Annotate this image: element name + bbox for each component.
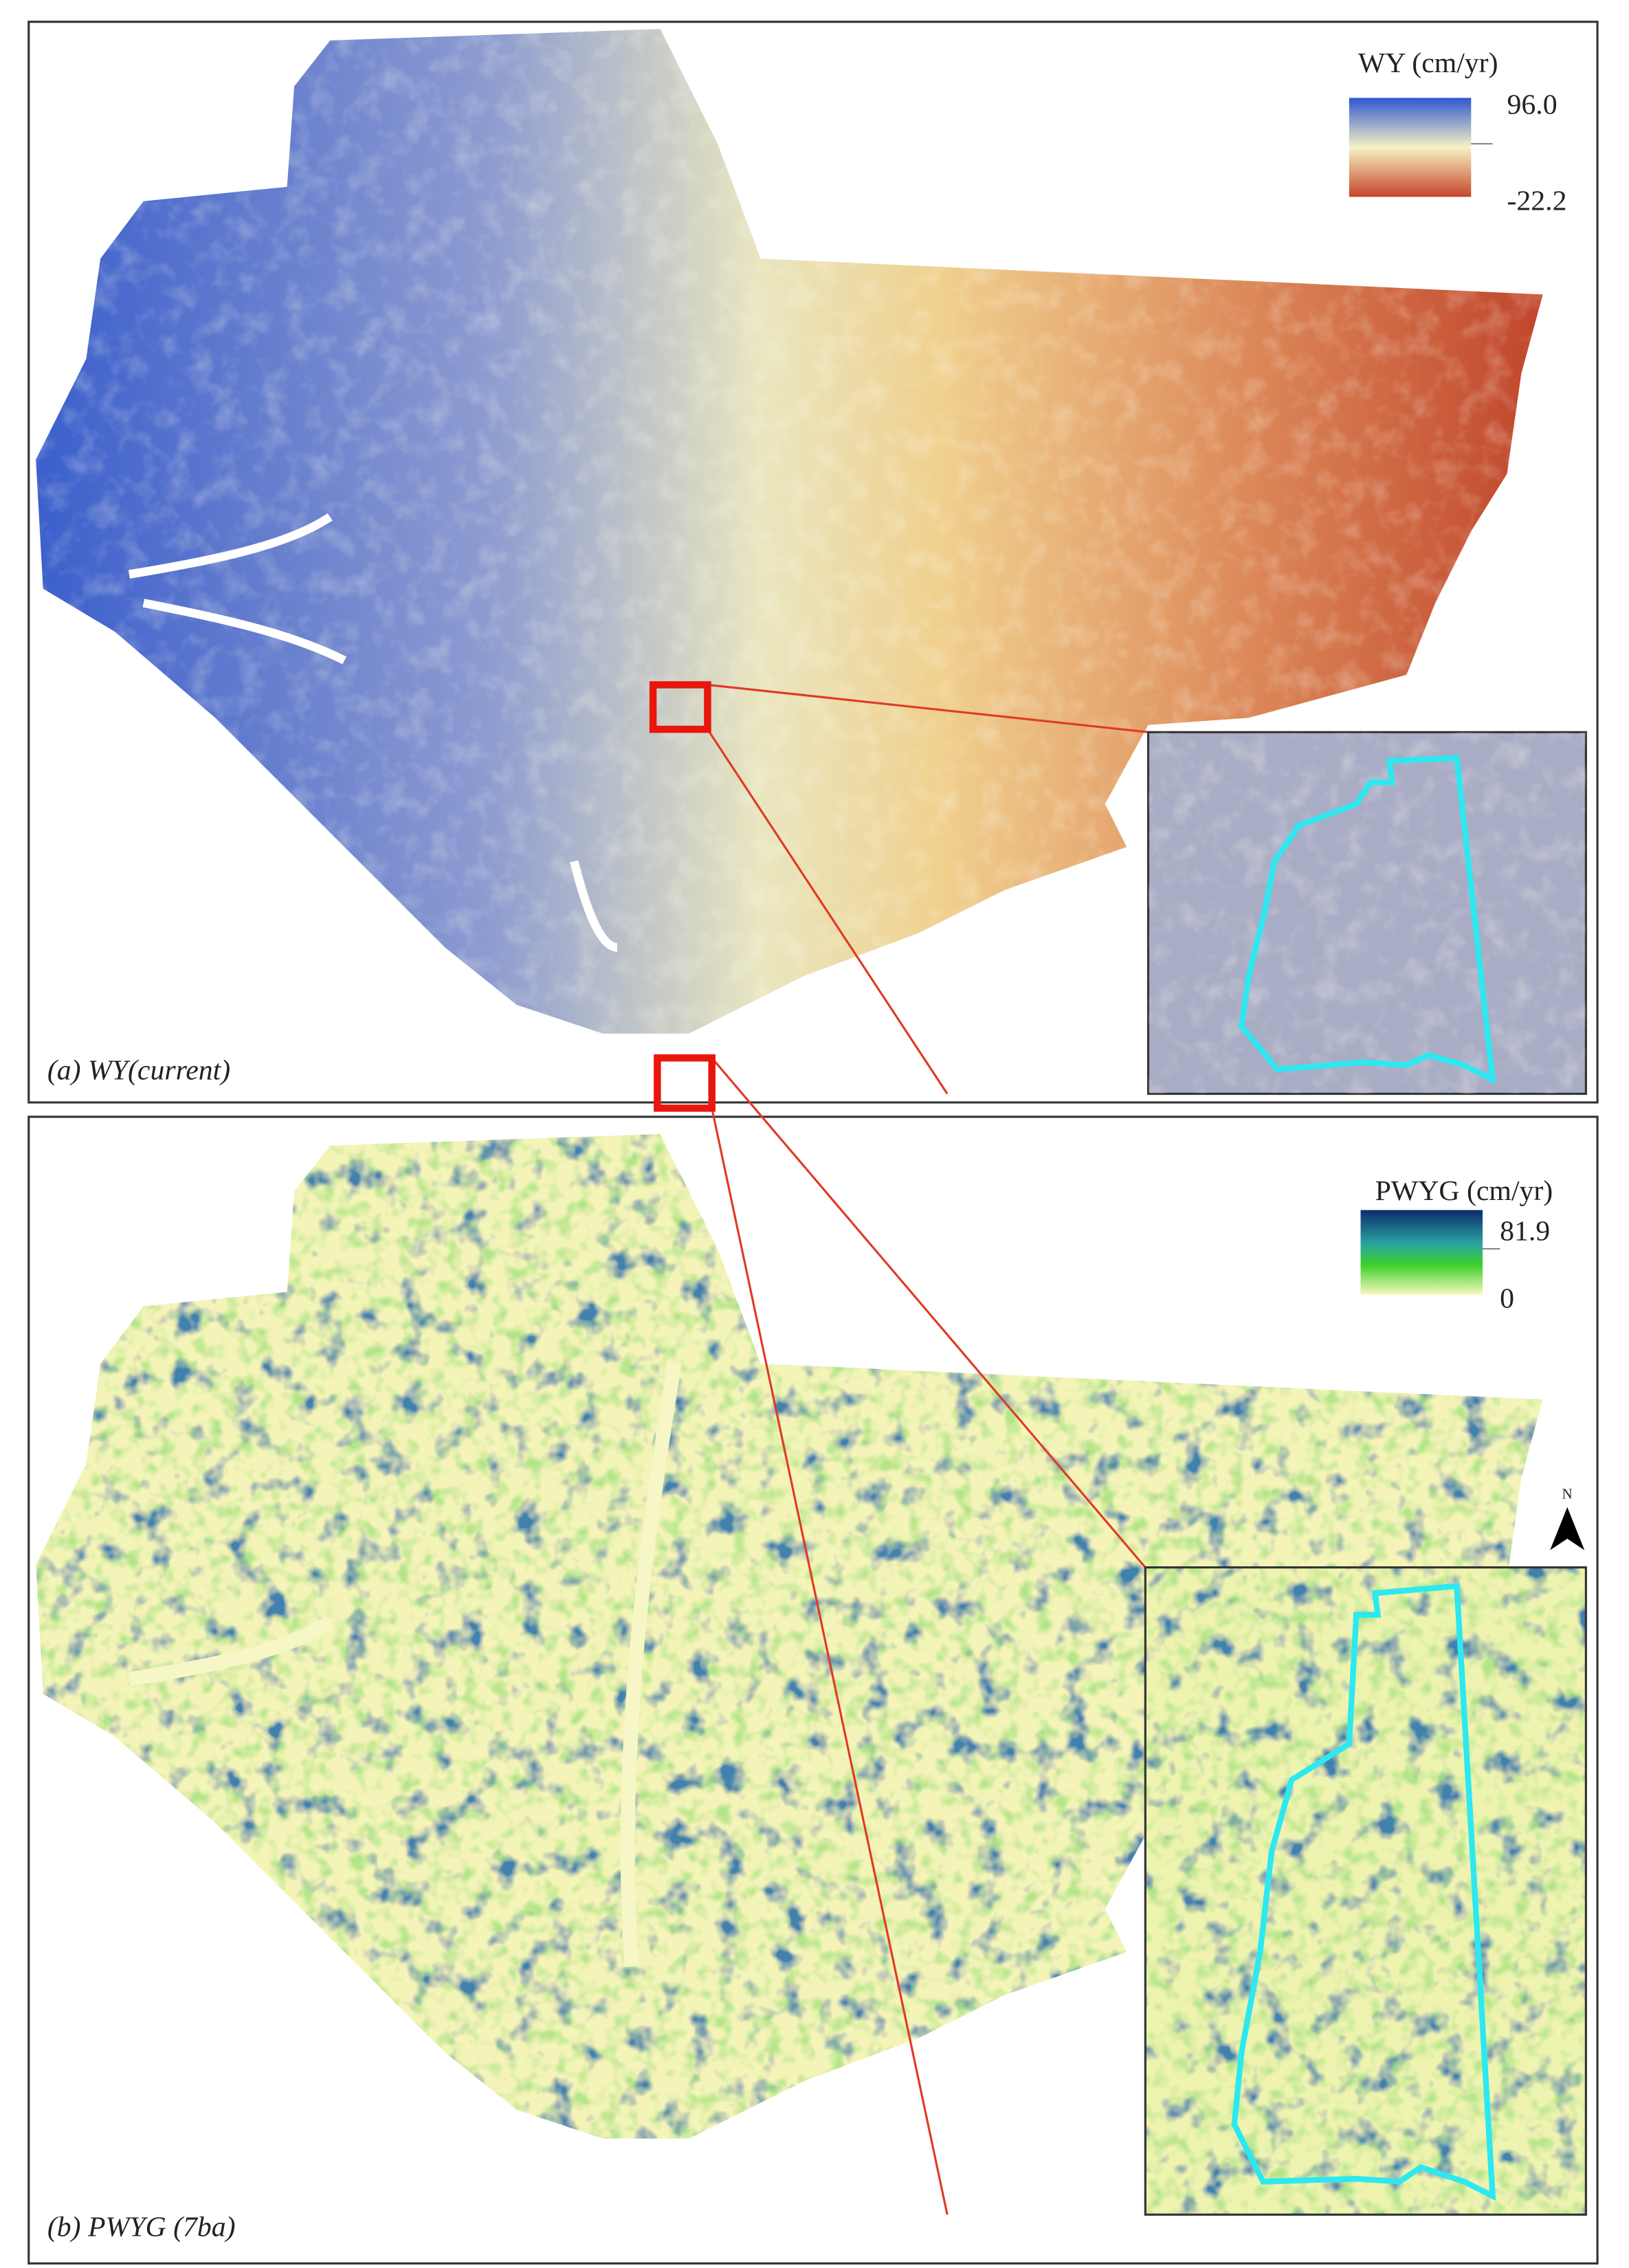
- zoom-line: [711, 1057, 1146, 1568]
- panel-caption: (b) PWYG (7ba): [47, 2212, 236, 2243]
- site-boundary: [1231, 1583, 1496, 2201]
- legend-title: WY (cm/yr): [1358, 47, 1498, 79]
- north-arrow: [1550, 1507, 1585, 1550]
- panel-caption: (a) WY(current): [47, 1055, 230, 1087]
- legend-colorbar: [1349, 98, 1472, 197]
- north-label: N: [1562, 1485, 1573, 1502]
- legend-max: 96.0: [1507, 89, 1558, 120]
- map-group: [36, 1134, 1543, 2139]
- river: [128, 1362, 682, 1967]
- legend-min: -22.2: [1507, 185, 1567, 216]
- inset-map: [1145, 1567, 1586, 2215]
- study-area-marker: [649, 681, 711, 733]
- site-boundary: [1238, 755, 1496, 1085]
- zoom-line: [707, 683, 1149, 733]
- legend-min: 0: [1500, 1283, 1514, 1315]
- legend-colorbar: [1360, 1210, 1483, 1295]
- zoom-line: [711, 1108, 949, 2215]
- water-body: [128, 513, 618, 952]
- legend-title: PWYG (cm/yr): [1375, 1175, 1553, 1207]
- study-area-marker: [654, 1054, 716, 1112]
- inset-frame: [1144, 1566, 1587, 2216]
- legend-max: 81.9: [1500, 1216, 1550, 1247]
- zoom-line: [707, 729, 949, 1095]
